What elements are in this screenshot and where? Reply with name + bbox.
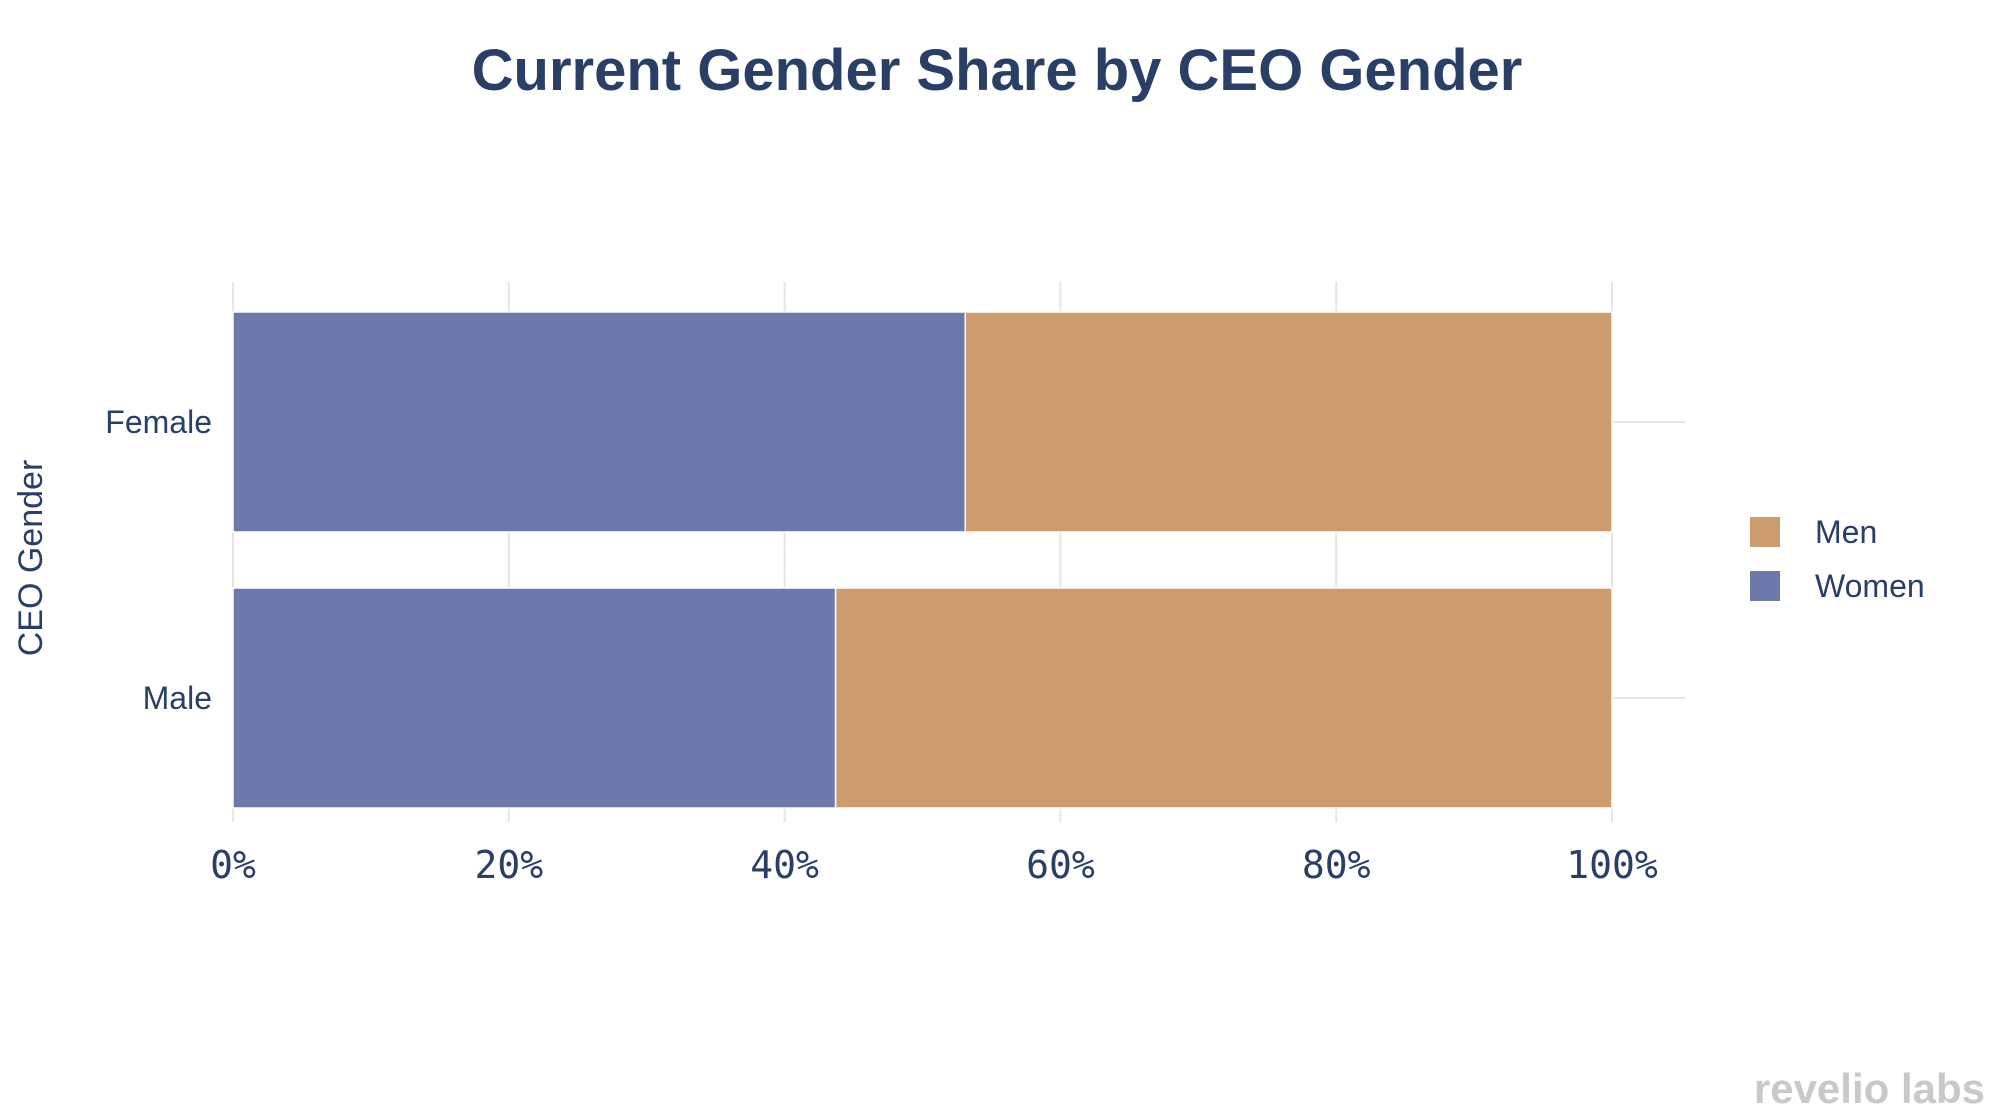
legend-swatch-women: [1750, 571, 1780, 601]
y-axis-title: CEO Gender: [12, 460, 50, 657]
bar-male-women: [232, 587, 837, 809]
brand-logo: revelio labs: [1754, 1065, 1985, 1112]
y-label-female: Female: [105, 404, 212, 440]
brand-text: revelio labs: [1754, 1065, 1985, 1112]
x-tick-label-1: 20%: [474, 843, 543, 887]
bar-male-men: [834, 587, 1613, 809]
chart-title: Current Gender Share by CEO Gender: [472, 38, 1523, 103]
x-tick-label-5: 100%: [1566, 843, 1658, 887]
x-tick-label-0: 0%: [210, 843, 256, 887]
legend-label-women: Women: [1815, 568, 1925, 604]
bars: [232, 311, 1613, 809]
x-tick-label-2: 40%: [750, 843, 819, 887]
y-axis-labels: Female Male: [105, 404, 212, 716]
x-tick-label-4: 80%: [1302, 843, 1371, 887]
bar-female-women: [232, 311, 966, 533]
x-axis-ticks: 0% 20% 40% 60% 80% 100%: [210, 843, 1658, 887]
legend-swatch-men: [1750, 517, 1780, 547]
legend-label-men: Men: [1815, 514, 1877, 550]
y-label-male: Male: [143, 680, 212, 716]
legend: Men Women: [1750, 514, 1925, 604]
bar-female-men: [964, 311, 1613, 533]
x-tick-label-3: 60%: [1026, 843, 1095, 887]
